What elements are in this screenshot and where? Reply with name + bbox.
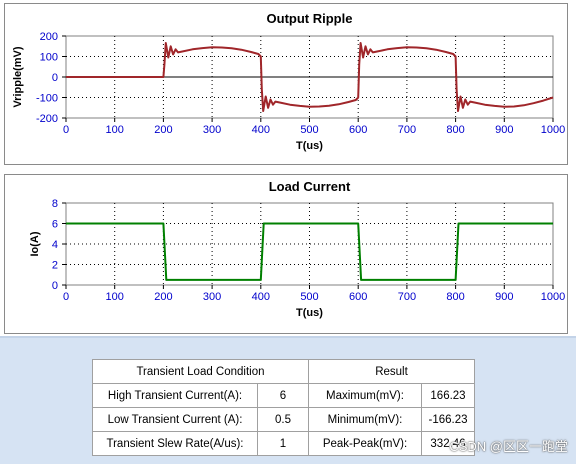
ripple-x-tick-label: 700 [398, 124, 416, 136]
maximum-label: Maximum(mV): [308, 383, 422, 408]
maximum-value: 166.23 [421, 383, 475, 408]
ripple-x-tick-label: 1000 [541, 124, 565, 136]
load-y-tick-label: 0 [52, 280, 58, 292]
load-y-tick-label: 4 [52, 239, 58, 251]
ripple-y-tick-label: 100 [40, 52, 58, 64]
load-x-tick-label: 300 [203, 291, 221, 303]
load-x-tick-label: 0 [63, 291, 69, 303]
ripple-x-tick-label: 0 [63, 124, 69, 136]
ripple-y-tick-label: -100 [36, 93, 58, 105]
load-x-tick-label: 1000 [541, 291, 565, 303]
output-ripple-chart: Output Ripple 0 100 200 300 400 500 600 700 800 90… [12, 11, 565, 152]
load-x-tick-label: 900 [495, 291, 513, 303]
load-current-chart: Load Current 0 100 200 300 400 500 600 700 800 900… [29, 179, 565, 319]
load-y-axis-title: Io(A) [29, 231, 41, 256]
ripple-y-tick-label: 0 [52, 72, 58, 84]
load-x-tick-label: 600 [349, 291, 367, 303]
ripple-x-tick-label: 100 [106, 124, 124, 136]
ripple-x-axis-title: T(us) [296, 140, 323, 152]
low-transient-current-value[interactable]: 0.5 [257, 407, 309, 432]
load-x-tick-label: 800 [446, 291, 464, 303]
ripple-x-tick-label: 400 [252, 124, 270, 136]
load-y-tick-label: 6 [52, 219, 58, 231]
ripple-y-axis-title: Vripple(mV) [12, 46, 24, 107]
load-x-tick-label: 700 [398, 291, 416, 303]
load-y-tick-label: 8 [52, 198, 58, 210]
load-x-tick-label: 200 [154, 291, 172, 303]
load-y-tick-label: 2 [52, 260, 58, 272]
table-header-row: Transient Load Condition Result [92, 359, 475, 384]
ripple-chart-title: Output Ripple [267, 11, 353, 26]
table-row: Transient Slew Rate(A/us): 1 Peak-Peak(m… [92, 431, 475, 456]
transient-slew-rate-value[interactable]: 1 [257, 431, 309, 456]
ripple-y-tick-label: 200 [40, 31, 58, 43]
table-row: High Transient Current(A): 6 Maximum(mV)… [92, 383, 475, 408]
load-x-tick-label: 400 [252, 291, 270, 303]
ripple-x-tick-label: 900 [495, 124, 513, 136]
high-transient-current-label: High Transient Current(A): [92, 383, 258, 408]
load-x-tick-label: 100 [106, 291, 124, 303]
results-table: Transient Load Condition Result High Tra… [92, 359, 475, 456]
low-transient-current-label: Low Transient Current (A): [92, 407, 258, 432]
load-x-axis-title: T(us) [296, 307, 323, 319]
ripple-y-tick-label: -200 [36, 113, 58, 125]
ripple-x-tick-label: 800 [446, 124, 464, 136]
ripple-x-tick-label: 600 [349, 124, 367, 136]
high-transient-current-value[interactable]: 6 [257, 383, 309, 408]
peak-peak-value: 332.46 [421, 431, 475, 456]
ripple-x-tick-label: 300 [203, 124, 221, 136]
output-ripple-panel: Output Ripple 0 100 200 300 400 500 600 700 800 90… [4, 3, 568, 165]
header-result: Result [308, 359, 475, 384]
watermark: CSDN @区区一跑堂 [449, 439, 568, 454]
ripple-series-line [66, 42, 554, 112]
load-chart-title: Load Current [269, 179, 351, 194]
load-series-line [66, 222, 553, 281]
table-row: Low Transient Current (A): 0.5 Minimum(m… [92, 407, 475, 432]
minimum-value: -166.23 [421, 407, 475, 432]
transient-slew-rate-label: Transient Slew Rate(A/us): [92, 431, 258, 456]
header-transient-load-condition: Transient Load Condition [92, 359, 309, 384]
ripple-x-tick-label: 200 [154, 124, 172, 136]
minimum-label: Minimum(mV): [308, 407, 422, 432]
peak-peak-label: Peak-Peak(mV): [308, 431, 422, 456]
load-current-panel: Load Current 0 100 200 300 400 500 600 700 800 900… [4, 174, 568, 334]
ripple-x-tick-label: 500 [300, 124, 318, 136]
load-x-tick-label: 500 [300, 291, 318, 303]
